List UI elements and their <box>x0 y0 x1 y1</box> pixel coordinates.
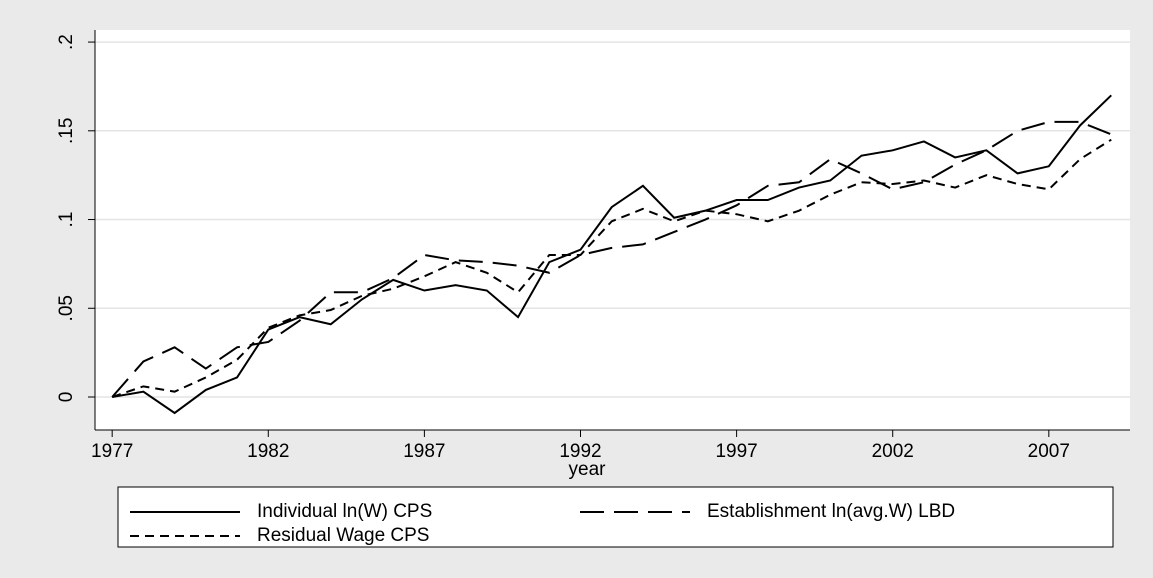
plot-area <box>95 30 1130 430</box>
x-tick-label: 1977 <box>91 441 133 462</box>
x-tick-label: 1987 <box>403 441 445 462</box>
y-tick-label: .2 <box>56 34 77 50</box>
legend-label: Residual Wage CPS <box>257 525 429 546</box>
x-axis-label: year <box>569 459 607 480</box>
legend-label: Establishment ln(avg.W) LBD <box>707 501 955 522</box>
y-tick-label: .05 <box>56 295 77 321</box>
x-tick-label: 1992 <box>559 441 601 462</box>
x-tick-label: 2002 <box>872 441 914 462</box>
line-series <box>112 94 1112 415</box>
y-tick-label: .1 <box>56 212 77 228</box>
line-series <box>111 120 1112 398</box>
x-tick-label: 1997 <box>715 441 757 462</box>
legend-box <box>117 486 1114 548</box>
x-tick-label: 1982 <box>247 441 289 462</box>
y-tick-label: .15 <box>56 118 77 144</box>
y-tick-label: 0 <box>56 392 77 403</box>
line-series <box>111 138 1112 398</box>
legend-label: Individual ln(W) CPS <box>257 501 432 522</box>
x-tick-label: 2007 <box>1028 441 1070 462</box>
